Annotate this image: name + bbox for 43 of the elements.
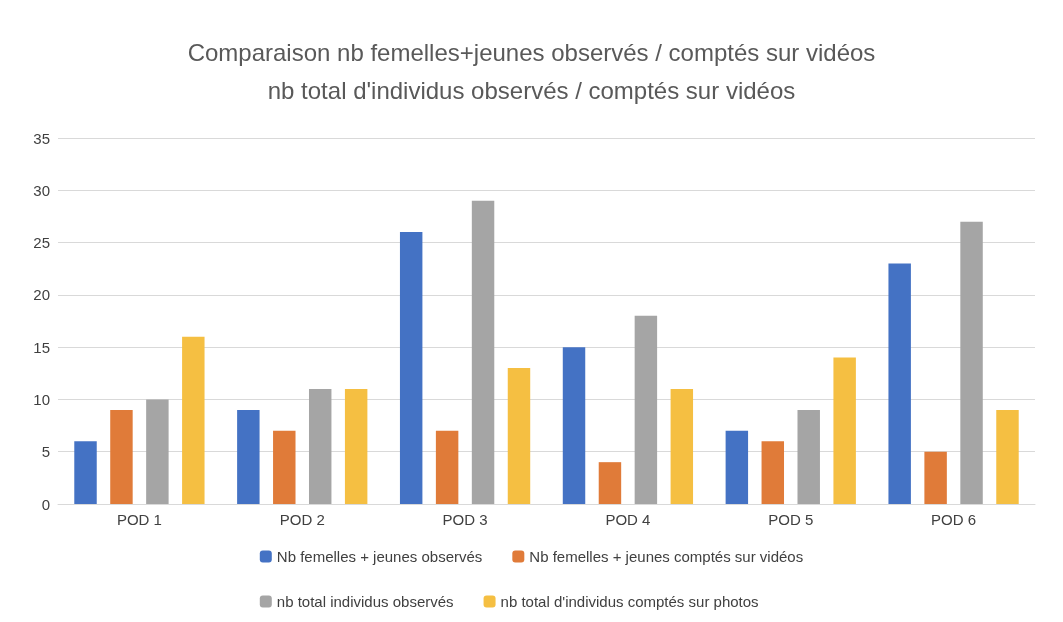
x-tick-label: POD 3 (442, 511, 488, 528)
y-tick-label: 35 (33, 129, 50, 147)
y-tick-label: 25 (33, 234, 50, 252)
bar (507, 368, 531, 504)
bar (725, 430, 749, 504)
bar (634, 315, 658, 504)
bar (761, 441, 785, 504)
legend-label: Nb femelles + jeunes observés (276, 548, 483, 565)
bar (110, 409, 133, 504)
legend-label: Nb femelles + jeunes comptés sur vidéos (529, 548, 804, 565)
bar (237, 409, 260, 504)
y-tick-label: 15 (33, 338, 50, 356)
bar (924, 451, 947, 504)
bar (273, 430, 296, 504)
bar (344, 388, 368, 504)
y-tick-label: 5 (41, 443, 50, 461)
x-tick-label: POD 5 (768, 511, 814, 528)
bar (308, 388, 332, 504)
y-tick-label: 0 (41, 495, 50, 513)
bar (74, 441, 97, 504)
bar (598, 462, 622, 504)
legend-label: nb total d'individus comptés sur photos (500, 593, 759, 610)
bar (146, 399, 169, 504)
bar (996, 409, 1019, 504)
bar (182, 336, 205, 504)
bar (797, 409, 820, 504)
bar (399, 232, 423, 504)
x-tick-label: POD 6 (931, 511, 977, 528)
bar (888, 263, 911, 504)
bar (960, 221, 983, 504)
y-tick-label: 20 (33, 286, 50, 304)
chart-title: Comparaison nb femelles+jeunes observés / comptés sur vidéos nb total d'individus observés / comptés sur vidéos (187, 38, 876, 104)
x-tick-label: POD 2 (279, 511, 325, 528)
bar (435, 430, 459, 504)
bar (562, 347, 586, 504)
bar (833, 357, 856, 504)
x-tick-label: POD 4 (605, 511, 651, 528)
bar (471, 200, 495, 504)
legend-label: nb total individus observés (276, 593, 454, 610)
y-tick-label: 10 (33, 390, 50, 408)
x-tick-label: POD 1 (116, 511, 162, 528)
bar (670, 388, 694, 504)
y-tick-label: 30 (33, 181, 50, 199)
